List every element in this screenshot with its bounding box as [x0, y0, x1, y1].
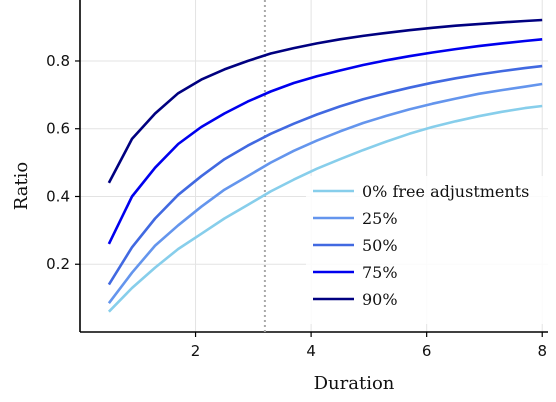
x-tick-label: 2 — [191, 342, 201, 360]
series-line — [107, 64, 543, 286]
series-line — [107, 82, 543, 304]
legend-label: 50% — [362, 236, 398, 255]
series-line — [107, 104, 543, 313]
series-line — [107, 38, 543, 245]
y-axis-title: Ratio — [11, 162, 32, 211]
legend-label: 25% — [362, 209, 398, 228]
y-tick-label: 0.6 — [46, 120, 70, 138]
legend-label: 0% free adjustments — [362, 182, 529, 201]
series-line — [107, 18, 543, 184]
x-axis-title: Duration — [314, 373, 395, 394]
legend: 0% free adjustments 25% 50% 75% 90% — [306, 176, 550, 324]
x-tick-label: 6 — [422, 342, 432, 360]
x-tick-label: 8 — [537, 342, 547, 360]
legend-label: 90% — [362, 290, 398, 309]
y-tick-label: 0.4 — [46, 187, 70, 205]
y-tick-label: 0.2 — [46, 255, 70, 273]
axes: 2 4 6 8 0.2 0.4 0.6 0.8 — [46, 0, 548, 360]
x-tick-label: 4 — [306, 342, 316, 360]
legend-label: 75% — [362, 263, 398, 282]
y-tick-label: 0.8 — [46, 52, 70, 70]
plot-area — [107, 0, 543, 332]
